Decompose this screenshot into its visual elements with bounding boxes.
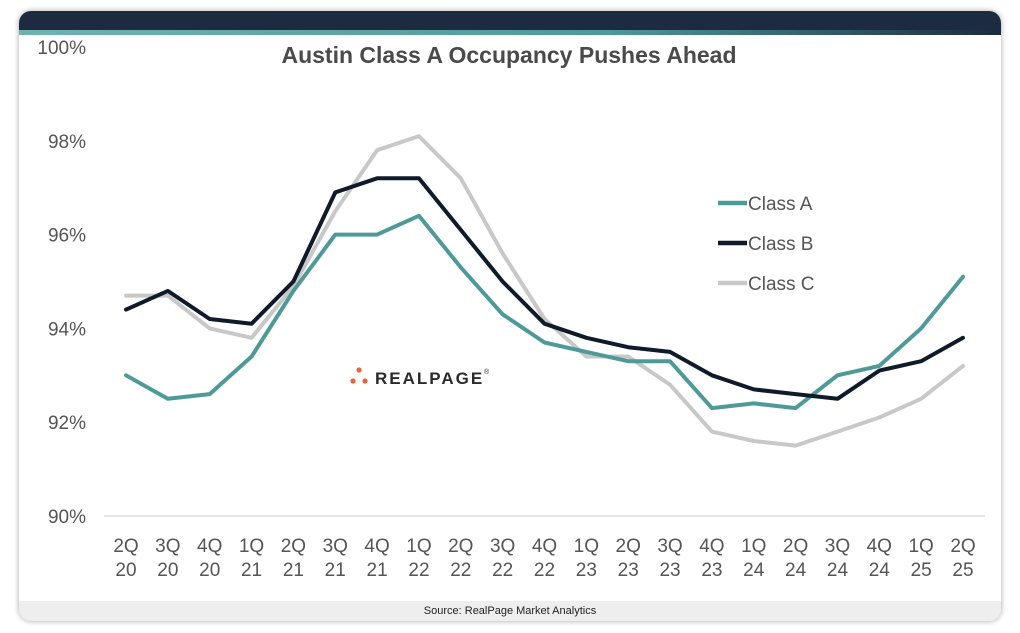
x-tick-label: 1Q 25: [908, 536, 933, 581]
x-tick-label: 1Q 23: [574, 536, 599, 581]
x-tick-label: 3Q 20: [155, 536, 180, 581]
x-tick-label: 4Q 24: [867, 536, 892, 581]
x-tick-label: 2Q 24: [783, 536, 808, 581]
logo-dot-left: [350, 378, 356, 384]
y-tick-label: 90%: [48, 507, 86, 528]
series-line-class-b: [124, 176, 965, 401]
x-tick-label: 2Q 22: [448, 536, 473, 581]
x-tick-label: 3Q 23: [657, 536, 682, 581]
legend-label: Class B: [748, 234, 813, 255]
x-tick-label: 3Q 22: [490, 536, 515, 581]
logo-dot-right: [362, 378, 368, 384]
x-tick-label: 1Q 22: [406, 536, 431, 581]
legend-label: Class A: [748, 194, 813, 215]
x-tick-label: 2Q 21: [281, 536, 306, 581]
x-tick-label: 4Q 23: [699, 536, 724, 581]
series-line-class-c: [124, 134, 965, 448]
source-note: Source: RealPage Market Analytics: [423, 605, 597, 617]
header-accent-stripe: [19, 30, 1001, 35]
legend-label: Class C: [748, 274, 815, 295]
y-tick-label: 100%: [37, 38, 86, 59]
x-tick-label: 3Q 24: [825, 536, 850, 581]
footer-bar: Source: RealPage Market Analytics: [19, 601, 1001, 621]
logo-registered-mark: ®: [484, 368, 490, 376]
x-tick-label: 2Q 23: [616, 536, 641, 581]
y-tick-label: 94%: [48, 319, 86, 340]
x-tick-label: 4Q 20: [197, 536, 222, 581]
x-tick-label: 1Q 24: [741, 536, 766, 581]
x-tick-label: 1Q 21: [239, 536, 264, 581]
x-tick-label: 4Q 21: [364, 536, 389, 581]
chart-title: Austin Class A Occupancy Pushes Ahead: [281, 42, 736, 68]
x-tick-label: 2Q 25: [950, 536, 975, 581]
chart-card: Source: RealPage Market Analytics: [19, 11, 1001, 621]
logo-dot-top: [356, 367, 362, 373]
logo-text: REALPAGE: [375, 369, 484, 388]
realpage-logo: REALPAGE ®: [350, 367, 490, 388]
y-tick-label: 96%: [48, 226, 86, 247]
x-tick-label: 4Q 22: [532, 536, 557, 581]
y-tick-label: 92%: [48, 413, 86, 434]
series-line-class-a: [124, 213, 965, 411]
x-tick-label: 2Q 20: [113, 536, 138, 581]
x-tick-label: 3Q 21: [323, 536, 348, 581]
y-tick-label: 98%: [48, 132, 86, 153]
